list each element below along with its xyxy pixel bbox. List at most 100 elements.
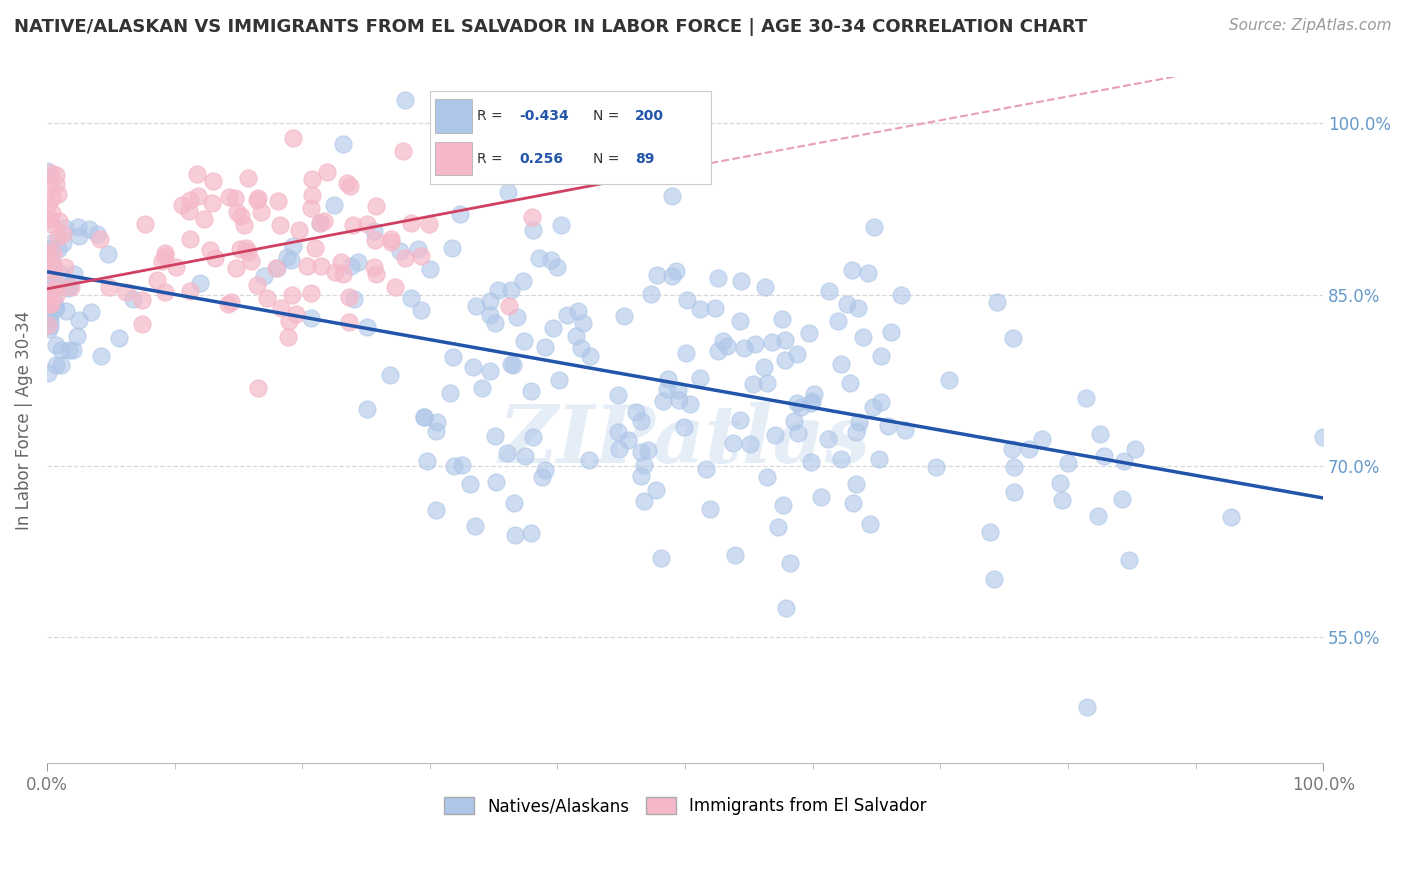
Point [1076, 699, 1098, 714]
Point [609, 442, 631, 456]
Point [827, 314, 849, 328]
Point [439, 385, 461, 400]
Point [238, 245, 260, 260]
Point [177, 204, 200, 219]
Point [506, 310, 529, 324]
Point [786, 395, 808, 409]
Point [42, 276, 65, 290]
Point [356, 218, 378, 232]
Point [679, 397, 702, 411]
Point [661, 189, 683, 203]
Point [281, 287, 304, 301]
Point [839, 376, 862, 390]
Point [449, 207, 471, 221]
Point [384, 279, 406, 293]
Point [221, 294, 243, 309]
Point [297, 259, 319, 273]
Point [1057, 456, 1080, 470]
Point [1002, 484, 1025, 499]
Point [80, 305, 103, 319]
Point [579, 350, 602, 364]
Point [498, 299, 520, 313]
Point [236, 171, 259, 186]
Point [672, 420, 695, 434]
Point [503, 496, 526, 510]
Point [277, 314, 299, 328]
Point [689, 302, 711, 317]
Point [869, 394, 891, 409]
Point [187, 188, 209, 202]
Point [399, 291, 422, 305]
Point [426, 416, 449, 430]
Point [79, 221, 101, 235]
Point [1018, 442, 1040, 457]
Point [179, 284, 201, 298]
Point [630, 469, 652, 483]
Point [155, 285, 177, 299]
Point [550, 218, 572, 232]
Point [329, 255, 352, 269]
Point [1031, 432, 1053, 446]
Point [744, 336, 766, 351]
Point [363, 224, 385, 238]
Point [41, 246, 63, 260]
Point [569, 341, 592, 355]
Point [630, 445, 652, 459]
Point [465, 299, 488, 313]
Point [450, 458, 472, 473]
Point [983, 572, 1005, 586]
Point [52, 236, 75, 251]
Point [787, 425, 810, 440]
Point [640, 287, 662, 301]
Point [801, 394, 824, 409]
Point [607, 388, 630, 402]
Point [264, 261, 287, 276]
Point [37, 243, 59, 257]
Point [790, 400, 813, 414]
Point [229, 242, 252, 256]
Point [98, 279, 121, 293]
Point [394, 93, 416, 107]
Point [1087, 508, 1109, 523]
Point [366, 267, 388, 281]
Point [363, 260, 385, 274]
Point [343, 292, 366, 306]
Point [925, 459, 948, 474]
Point [276, 250, 298, 264]
Point [531, 470, 554, 484]
Point [633, 493, 655, 508]
Text: ZIPatlas: ZIPatlas [499, 402, 872, 480]
Point [299, 311, 322, 326]
Point [786, 347, 808, 361]
Point [46, 230, 69, 244]
Text: NATIVE/ALASKAN VS IMMIGRANTS FROM EL SALVADOR IN LABOR FORCE | AGE 30-34 CORRELA: NATIVE/ALASKAN VS IMMIGRANTS FROM EL SAL… [14, 18, 1087, 36]
Point [675, 346, 697, 360]
Point [45, 277, 67, 291]
Point [704, 301, 727, 315]
Point [1118, 553, 1140, 567]
Point [512, 274, 534, 288]
Point [425, 502, 447, 516]
Point [378, 368, 401, 382]
Point [846, 301, 869, 316]
Point [38, 312, 60, 326]
Point [270, 301, 292, 316]
Point [97, 246, 120, 260]
Point [56, 281, 79, 295]
Point [890, 288, 912, 302]
Point [830, 357, 852, 371]
Point [240, 254, 263, 268]
Point [479, 308, 502, 322]
Point [633, 458, 655, 472]
Point [38, 297, 60, 311]
Point [484, 429, 506, 443]
Point [728, 314, 751, 328]
Point [337, 290, 360, 304]
Point [520, 210, 543, 224]
Point [979, 524, 1001, 539]
Point [323, 265, 346, 279]
Point [131, 293, 153, 307]
Point [339, 178, 361, 193]
Point [754, 280, 776, 294]
Point [657, 372, 679, 386]
